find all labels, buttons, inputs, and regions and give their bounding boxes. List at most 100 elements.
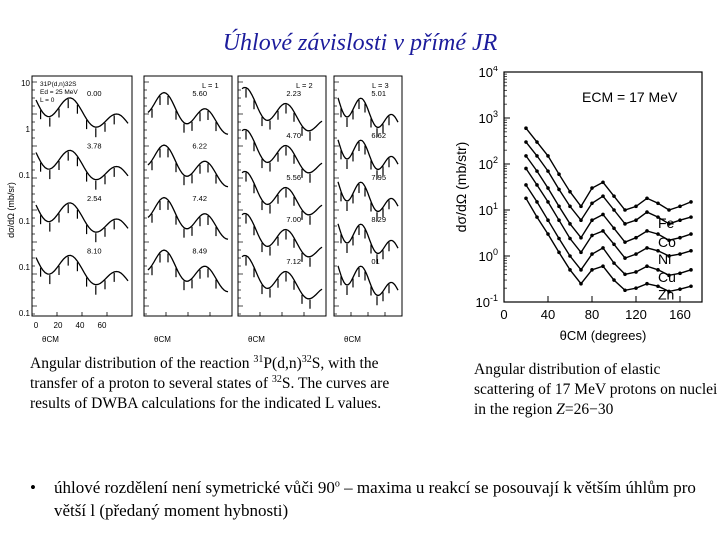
dwba-curve (241, 128, 323, 174)
data-point (656, 232, 660, 236)
bullet-text: úhlové rozdělení není symetrické vůči 90… (54, 478, 696, 520)
data-point (623, 256, 627, 260)
energy-label: 5.56 (286, 173, 301, 182)
data-point (535, 200, 539, 204)
data-point (590, 186, 594, 190)
panel-frame (237, 75, 327, 317)
series-line (525, 184, 692, 277)
data-point (623, 288, 627, 293)
y-axis-label: dσ/dΩ (mb/str) (453, 142, 469, 233)
data-point (601, 180, 605, 185)
series-label: Fe (658, 215, 675, 231)
data-point (656, 248, 660, 253)
chart-frame (503, 71, 703, 303)
panel-header-line: Ed = 25 MeV (40, 89, 78, 96)
data-point (535, 183, 539, 187)
energy-label: 2.54 (87, 194, 102, 203)
series-line (525, 197, 692, 293)
y-tick-label: 100 (479, 247, 498, 264)
data-point (612, 208, 616, 212)
data-point (590, 252, 594, 256)
energy-label: 8.29 (371, 215, 386, 224)
right-elastic-scattering-chart: 10-1 100 101 102 103 104 0 40 80 120 160 θCM (degre… (453, 66, 703, 343)
data-point (678, 271, 682, 276)
energy-label: 6.22 (192, 142, 207, 151)
energy-label: 7.12 (286, 257, 301, 266)
data-point (689, 232, 693, 236)
dwba-curve (147, 196, 229, 240)
left-x-tick-label: 60 (98, 321, 107, 330)
data-point (645, 229, 649, 233)
data-point (546, 232, 550, 236)
x-tick-label: 160 (669, 307, 691, 322)
dwba-curve (241, 254, 323, 300)
energy-label: 6.62 (371, 131, 386, 140)
data-point (535, 140, 539, 144)
data-point (623, 208, 627, 212)
data-point (568, 268, 572, 272)
data-point (612, 242, 616, 247)
slide-title: Úhlové závislosti v přímé JR (222, 30, 498, 56)
energy-label: 5.60 (192, 89, 207, 98)
left-x-tick-label: 40 (76, 321, 85, 330)
data-point (579, 281, 583, 286)
dwba-curve (35, 149, 129, 181)
data-point (524, 196, 528, 201)
data-point (689, 284, 693, 289)
caption-left: Angular distribution of the reaction 31P… (30, 353, 390, 412)
left-x-axis-label: θCM (344, 335, 361, 344)
left-x-axis-label: θCM (42, 335, 59, 344)
data-point (579, 250, 583, 255)
bullet-point: • úhlové rozdělení není symetrické vůči … (30, 476, 700, 522)
chart-title: ECM = 17 MeV (582, 89, 678, 105)
data-point (568, 254, 572, 258)
caption-right: Angular distribution of elastic scatteri… (474, 361, 718, 418)
data-point (601, 246, 605, 250)
data-point (634, 252, 638, 256)
data-point (524, 140, 528, 144)
dwba-curve (147, 249, 229, 293)
dwba-curve (337, 265, 399, 297)
data-point (667, 273, 671, 278)
left-y-tick-label: 0.1 (19, 217, 31, 226)
data-point (590, 233, 594, 238)
left-x-tick-label: 0 (34, 321, 39, 330)
left-y-tick-label: 0.1 (19, 263, 31, 272)
data-point (590, 201, 594, 206)
left-y-tick-label: 1 (26, 125, 31, 134)
data-point (590, 268, 594, 272)
data-point (568, 204, 572, 209)
data-point (535, 169, 539, 173)
data-point (579, 218, 583, 223)
series-label: Zn (658, 287, 674, 303)
data-point (634, 235, 638, 240)
series-label: Ni (658, 251, 671, 267)
panel-L-label: L = 1 (202, 81, 219, 90)
dwba-curve (337, 139, 399, 171)
data-point (546, 218, 550, 223)
data-point (689, 268, 693, 272)
data-point (656, 268, 660, 272)
data-point (612, 194, 616, 198)
y-tick-label: 10-1 (476, 293, 498, 310)
data-point (678, 287, 682, 291)
data-point (524, 166, 528, 171)
x-tick-label: 80 (585, 307, 599, 322)
data-point (634, 204, 638, 209)
data-point (667, 208, 671, 212)
data-point (601, 229, 605, 233)
data-point (546, 200, 550, 204)
x-tick-label: 120 (625, 307, 647, 322)
data-point (623, 272, 627, 277)
x-tick-label: 0 (500, 307, 507, 322)
data-point (568, 222, 572, 226)
dwba-curve (241, 212, 323, 258)
dwba-curve (337, 223, 399, 255)
series-line (525, 168, 692, 259)
data-point (645, 264, 649, 269)
energy-label: 5.01 (371, 89, 386, 98)
data-point (568, 236, 572, 241)
dwba-curve (241, 86, 323, 132)
data-point (601, 194, 605, 198)
data-point (535, 154, 539, 158)
